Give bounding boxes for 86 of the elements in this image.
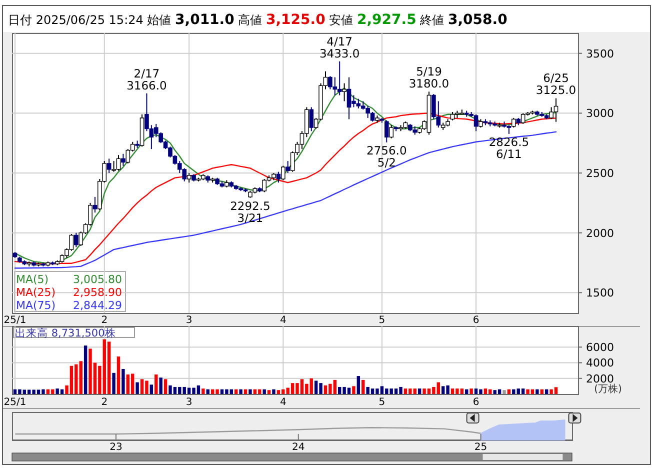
bar <box>253 389 257 394</box>
candlestick <box>384 120 389 143</box>
text: MA(25) <box>16 286 56 299</box>
bar <box>272 389 276 394</box>
bar <box>164 379 168 394</box>
x-tick-label: 4 <box>280 397 286 408</box>
annotation: 2,958.90 <box>73 286 122 299</box>
x-tick-label: 2 <box>101 315 108 326</box>
bar <box>159 378 162 394</box>
annotation: 3,005.80 <box>73 273 122 286</box>
x-tick-label: 23 <box>110 442 122 453</box>
bar <box>465 389 468 394</box>
y2-tick-label: 2000 <box>586 226 614 240</box>
bar <box>418 388 422 394</box>
y2-tick-label: 1500 <box>586 286 614 300</box>
bar <box>126 374 130 394</box>
x-tick-label: 6 <box>472 315 480 326</box>
annotation: 2/17 3166.0 <box>126 66 167 92</box>
candlestick <box>286 160 290 174</box>
y2-tick-label: 6000 <box>586 341 614 354</box>
chart-title: 出来高 8,731,500株 <box>15 326 116 340</box>
bar <box>107 342 111 394</box>
y2-tick-label: 2500 <box>586 167 614 180</box>
bar <box>84 346 88 394</box>
x-tick-label: 4 <box>280 315 286 326</box>
x-tick-label: 6 <box>472 397 480 408</box>
annotation: 5/19 3180.0 <box>408 64 450 91</box>
bar <box>202 388 205 394</box>
bar <box>521 388 525 394</box>
x-tick-label: 25/1 <box>4 315 26 326</box>
annotation: 4/17 3433.0 <box>319 34 360 60</box>
x-tick-label: 25/1 <box>4 397 26 408</box>
x-tick-label: 5 <box>378 397 386 408</box>
bar <box>154 374 158 394</box>
x-tick-label: 2 <box>101 397 108 408</box>
bar <box>46 389 50 394</box>
bar <box>267 390 271 394</box>
y2-tick-label: 4000 <box>586 356 614 370</box>
bar <box>262 389 266 394</box>
series-label: MA(5) <box>16 273 49 286</box>
candlestick <box>121 153 126 166</box>
bar <box>484 388 488 394</box>
bar <box>239 389 242 394</box>
bar <box>540 389 544 394</box>
bar <box>507 389 511 394</box>
bar <box>112 372 116 394</box>
candlestick <box>186 172 192 184</box>
annotation: 2756.0 5/2 <box>366 143 407 170</box>
x-tick-label: 5 <box>378 315 386 326</box>
candlestick <box>74 232 78 248</box>
candlestick <box>309 106 314 132</box>
chart-title: 日付 2025/06/25 15:24 始値 3,011.0 高値 3,125.0 安値 2,927.5 終値 3,058.0 <box>8 12 508 28</box>
candlestick <box>342 82 346 102</box>
x-tick-label: 3 <box>186 397 192 408</box>
annotation: 2292.5 3/21 <box>230 198 270 225</box>
x-tick-label: 3 <box>186 315 192 326</box>
y2-tick-label: 3000 <box>586 107 614 120</box>
y2-axis-title: (万株) <box>594 383 622 395</box>
bar <box>136 382 139 394</box>
text: MA(75) <box>16 299 56 312</box>
candlestick <box>276 171 281 184</box>
x-tick-label: 24 <box>292 442 305 453</box>
bar <box>356 376 360 394</box>
y2-tick-label: 3500 <box>586 47 614 60</box>
y2-tick-label: 2000 <box>586 372 614 386</box>
candlestick <box>281 165 286 181</box>
bar <box>470 388 473 394</box>
bar <box>248 389 252 394</box>
bar <box>206 389 210 394</box>
bar <box>276 390 280 394</box>
candlestick <box>106 158 112 174</box>
bar <box>544 389 548 394</box>
candlestick <box>512 117 516 128</box>
candlestick <box>389 124 394 139</box>
annotation: 6/25 3125.0 <box>536 71 576 98</box>
x-tick-label: 25 <box>474 442 488 453</box>
annotation: 2,844.29 <box>73 299 122 312</box>
bar <box>122 368 125 394</box>
bar <box>150 384 154 394</box>
annotation: 2826.5 6/11 <box>488 134 530 161</box>
bar <box>352 386 356 394</box>
bar <box>244 389 248 394</box>
bar <box>116 356 120 394</box>
bar <box>234 389 238 394</box>
bar <box>362 380 365 394</box>
bar <box>536 389 539 394</box>
